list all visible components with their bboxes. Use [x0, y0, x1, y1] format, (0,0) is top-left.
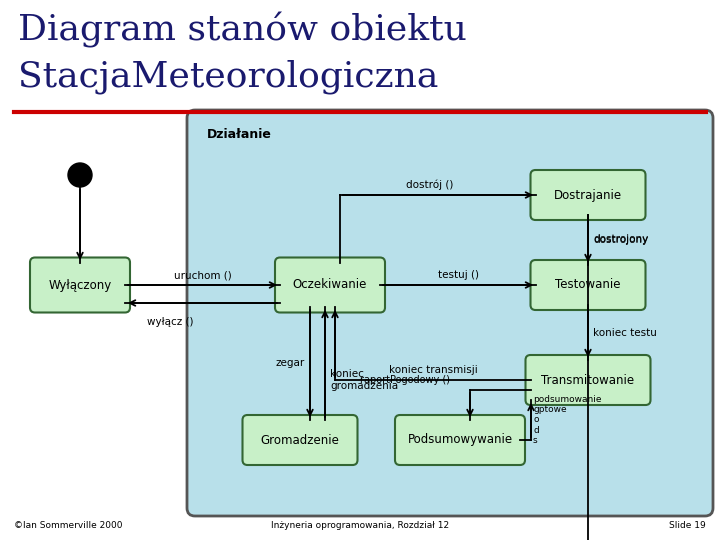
Text: Działanie: Działanie [207, 128, 272, 141]
FancyBboxPatch shape [243, 415, 358, 465]
FancyBboxPatch shape [531, 170, 646, 220]
FancyBboxPatch shape [531, 260, 646, 310]
FancyBboxPatch shape [30, 258, 130, 313]
Text: ©Ian Sommerville 2000: ©Ian Sommerville 2000 [14, 521, 122, 530]
Text: Wyłączony: Wyłączony [48, 279, 112, 292]
Text: wyłącz (): wyłącz () [147, 317, 193, 327]
Text: podsumowanie
gptowe
o
d
s: podsumowanie gptowe o d s [533, 395, 601, 446]
Text: Inżyneria oprogramowania, Rozdział 12: Inżyneria oprogramowania, Rozdział 12 [271, 521, 449, 530]
Text: koniec
gromadzenia: koniec gromadzenia [330, 369, 398, 391]
Text: zegar: zegar [276, 359, 305, 368]
Circle shape [68, 163, 92, 187]
Text: raportPogodowy (): raportPogodowy () [360, 375, 450, 385]
Text: Transmitowanie: Transmitowanie [541, 374, 634, 387]
FancyBboxPatch shape [395, 415, 525, 465]
Text: uruchom (): uruchom () [174, 270, 231, 280]
Text: dostrój (): dostrój () [406, 179, 454, 190]
FancyBboxPatch shape [187, 110, 713, 516]
Text: koniec testu: koniec testu [593, 327, 657, 338]
Text: koniec transmisji: koniec transmisji [389, 365, 477, 375]
FancyBboxPatch shape [275, 258, 385, 313]
Text: Dostrajanie: Dostrajanie [554, 188, 622, 201]
Text: testuj (): testuj () [438, 270, 479, 280]
FancyBboxPatch shape [526, 355, 650, 405]
Text: StacjaMeteorologiczna: StacjaMeteorologiczna [18, 60, 438, 94]
Text: Gromadzenie: Gromadzenie [261, 434, 339, 447]
Text: dostrojony: dostrojony [593, 235, 648, 245]
Text: Testowanie: Testowanie [555, 279, 621, 292]
Text: Diagram stanów obiektu: Diagram stanów obiektu [18, 12, 467, 48]
Text: dostrojony: dostrojony [593, 234, 648, 244]
Text: Podsumowywanie: Podsumowywanie [408, 434, 513, 447]
Text: Slide 19: Slide 19 [670, 521, 706, 530]
Text: Oczekiwanie: Oczekiwanie [293, 279, 367, 292]
